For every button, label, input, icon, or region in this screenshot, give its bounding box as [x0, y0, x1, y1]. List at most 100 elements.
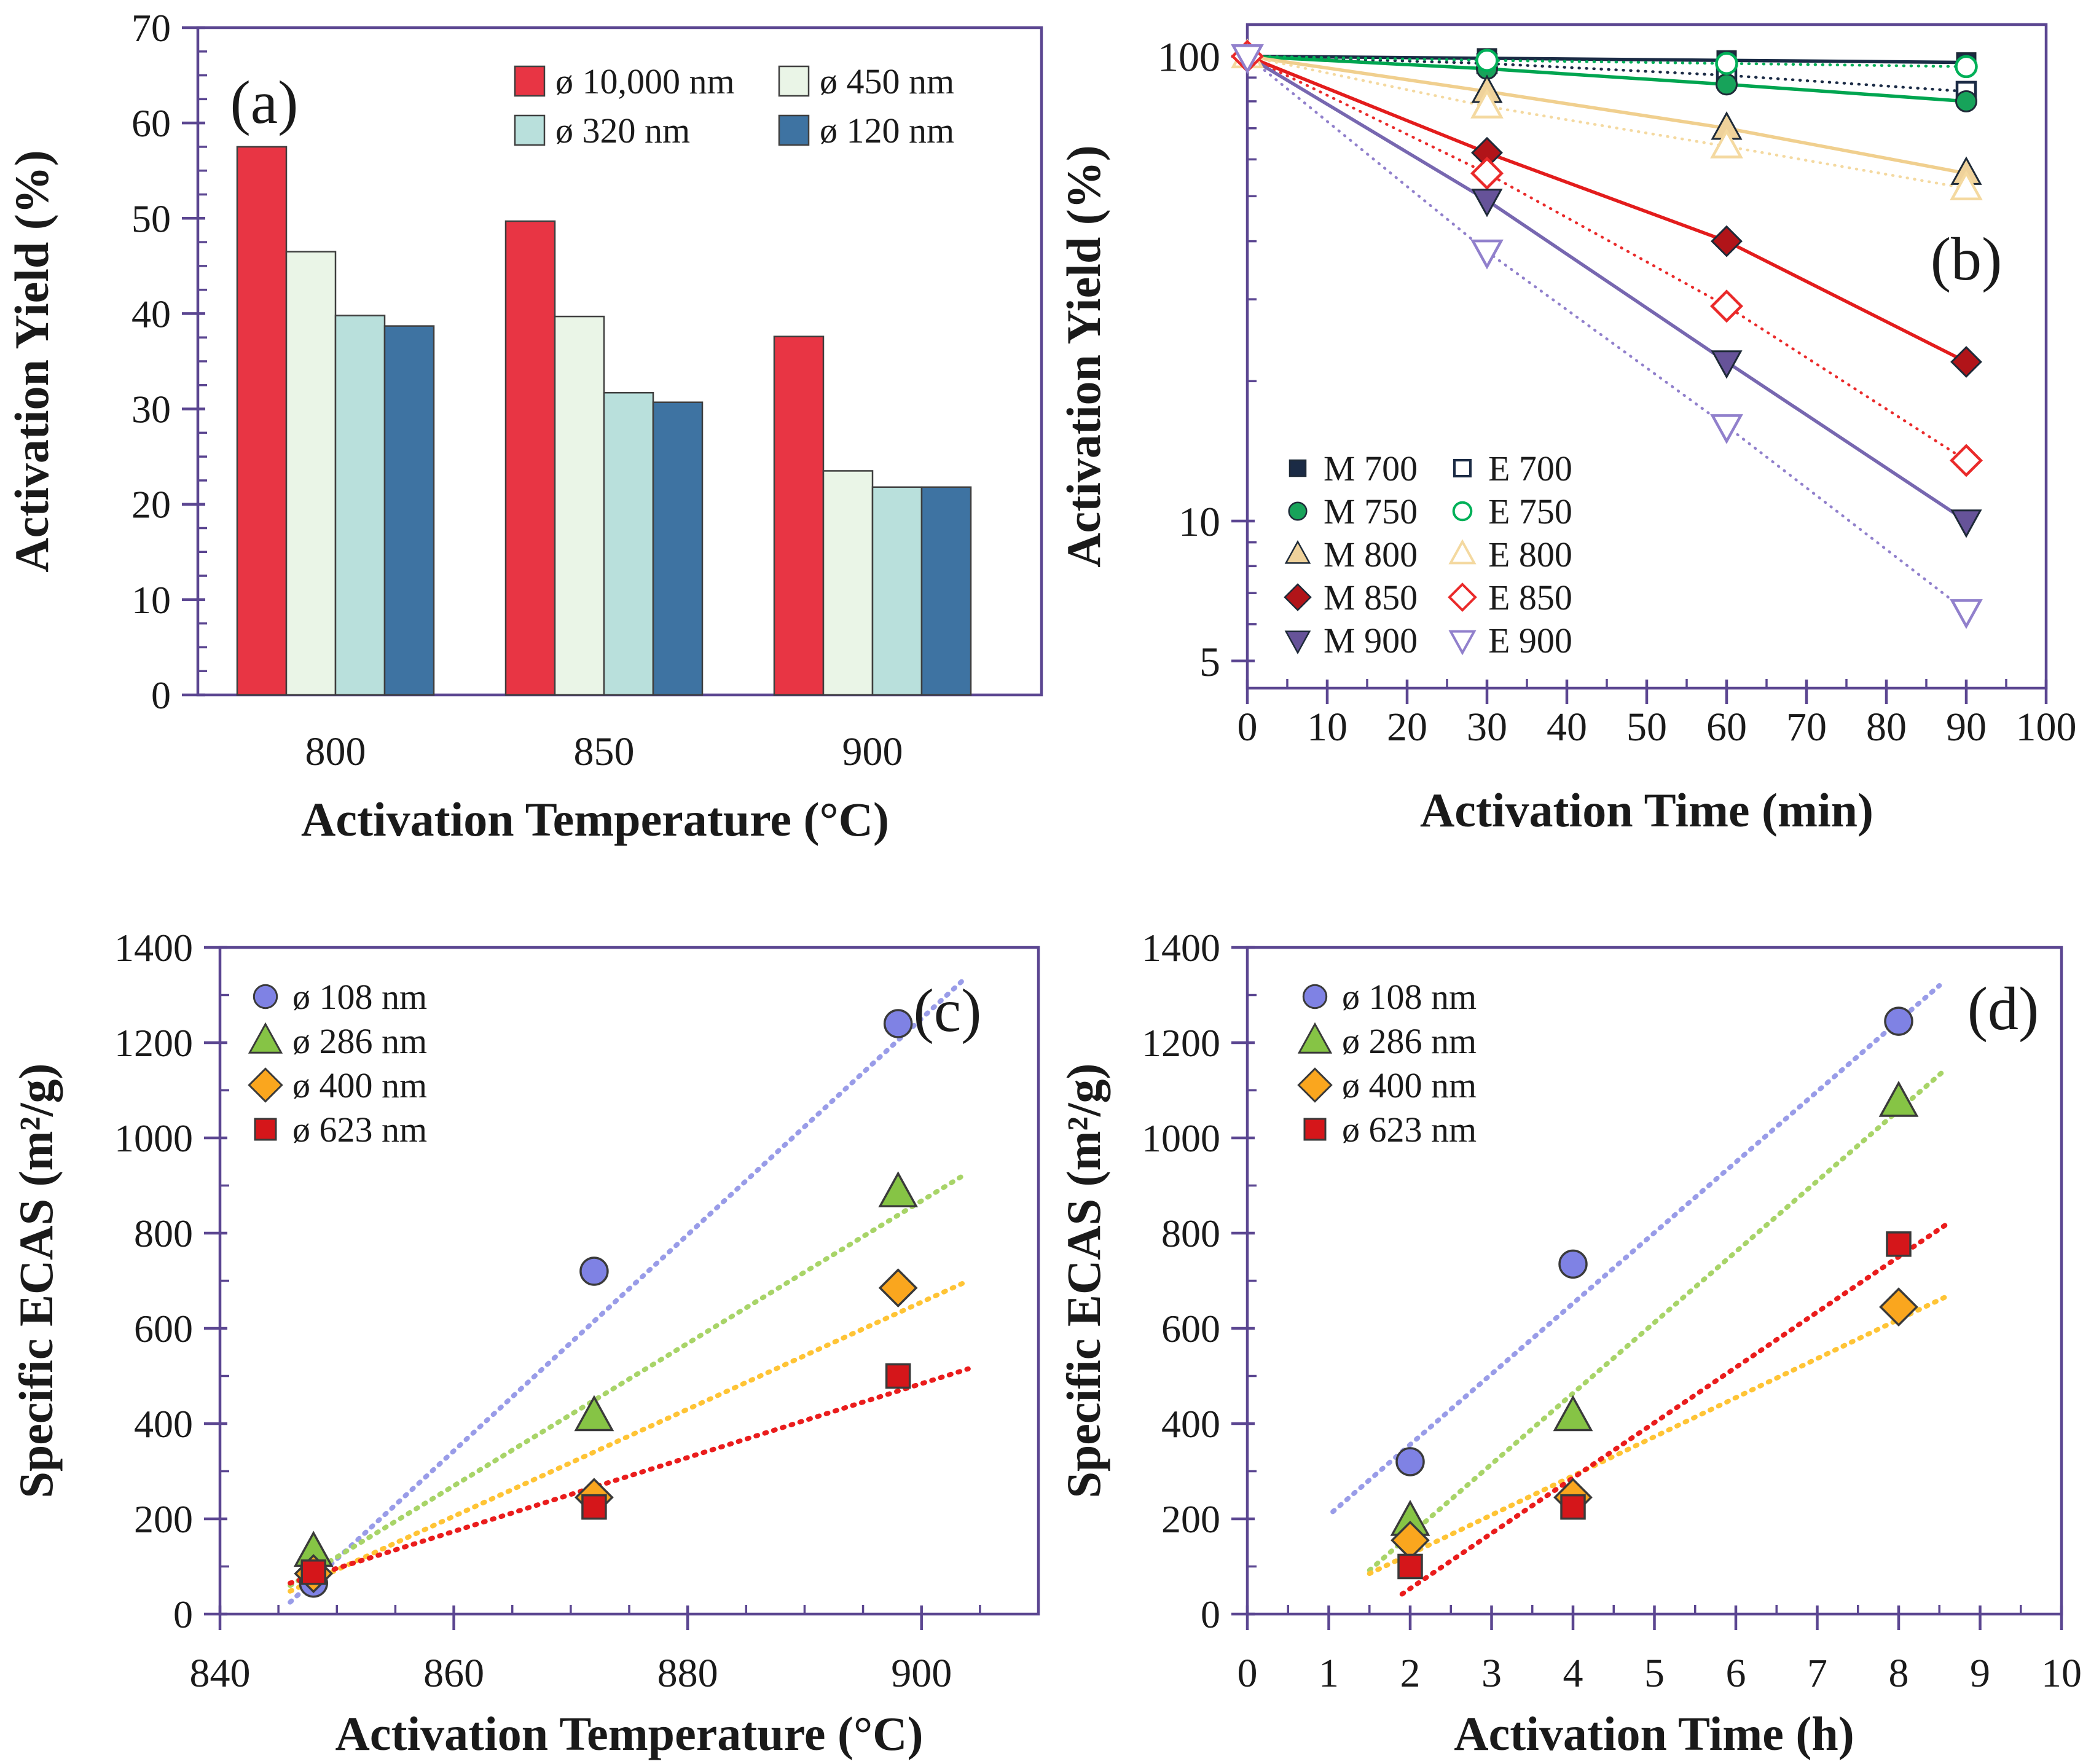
bar: [871, 486, 923, 696]
panel-letter: (d): [1967, 974, 2039, 1043]
series-markers-M-850: [1231, 40, 1982, 378]
legend-swatch: [253, 984, 278, 1009]
y-tick-label: 10: [131, 578, 171, 622]
legend-swatch: [1303, 1118, 1327, 1141]
marker-circle: [1955, 90, 1977, 112]
legend-label: ø 400 nm: [292, 1065, 427, 1105]
trend-ø-623-nm: [288, 1366, 971, 1586]
x-tick-label: 100: [2016, 705, 2077, 750]
series-markers-ø-286-nm: [1390, 1080, 1919, 1536]
marker-triangle-up: [574, 1395, 614, 1432]
trend-ø-623-nm: [1399, 1221, 1950, 1597]
x-tick-label: 60: [1706, 705, 1747, 750]
bar-groups: [236, 146, 972, 696]
y-tick-label: 800: [134, 1212, 193, 1255]
plot-box: [1245, 23, 2048, 690]
x-axis: 0 10 20 30 40 50 60 70 80 90 100: [1238, 679, 2077, 750]
y-tick-label: 1400: [114, 926, 193, 970]
y-axis: 0 200 400 600 800 1000 1200 1400: [114, 926, 229, 1636]
y-axis: 100 10 5: [1158, 34, 1257, 685]
x-tick-label: 0: [1238, 1651, 1258, 1696]
legend-swatch: [1284, 583, 1312, 611]
marker-triangle-down: [1471, 189, 1503, 218]
marker-circle: [1558, 1249, 1588, 1279]
legend-label: ø 286 nm: [292, 1021, 427, 1061]
trend-ø-286-nm: [288, 1174, 965, 1588]
x-tick-label: 3: [1481, 1651, 1502, 1696]
y-tick-label: 40: [131, 292, 171, 335]
x-tick-label: 900: [842, 729, 903, 774]
y-tick-label: 600: [1161, 1307, 1220, 1350]
marker-diamond: [1470, 157, 1504, 190]
y-tick-label: 60: [131, 101, 171, 145]
y-tick-label: 1000: [114, 1116, 193, 1160]
marker-circle: [1716, 73, 1738, 96]
plot-box: [1245, 946, 2063, 1616]
marker-triangle-up: [1553, 1395, 1593, 1432]
panel-a: 0 10 20 30 40 50 60 70 800 850 900 Activation Tempe…: [5, 6, 1043, 846]
legend-label: ø 108 nm: [1342, 977, 1477, 1017]
marker-triangle-up: [1710, 128, 1743, 159]
trend-ø-400-nm: [1367, 1293, 1950, 1577]
y-tick-label: 50: [131, 197, 171, 240]
trend-ø-286-nm: [1367, 1068, 1946, 1573]
y-tick-label: 30: [131, 388, 171, 431]
legend: ø 10,000 nm ø 450 nm ø 320 nm ø 120 nm: [514, 61, 954, 151]
y-tick-label: 10: [1179, 498, 1220, 545]
marker-triangle-up: [1878, 1080, 1919, 1117]
series: [1231, 38, 1983, 629]
y-tick-label: 200: [134, 1497, 193, 1541]
x-tick-label: 4: [1563, 1651, 1583, 1696]
y-axis-title: Specific ECAS (m²/g): [9, 1064, 63, 1499]
marker-circle: [1715, 52, 1738, 76]
legend: M 700 E 700 M 750 E 750 M 800 E 800 M 850 E 850…: [1284, 449, 1572, 661]
x-tick-label: 20: [1387, 705, 1427, 750]
x-axis-title: Activation Temperature (°C): [335, 1707, 924, 1760]
x-tick-label: 90: [1946, 705, 1987, 750]
y-tick-label: 5: [1199, 638, 1220, 685]
series-line-E-700: [1245, 55, 1968, 93]
series-line-E-750: [1245, 55, 1968, 68]
x-axis: 800 850 900: [305, 729, 903, 774]
marker-circle: [1955, 55, 1978, 79]
y-tick-label: 20: [131, 483, 171, 527]
legend-swatch: [1284, 540, 1311, 564]
bar: [236, 146, 288, 696]
marker-diamond: [1879, 1287, 1918, 1327]
marker-triangle-down: [1950, 599, 1983, 629]
y-tick-label: 0: [151, 673, 171, 717]
y-tick-label: 1200: [1142, 1021, 1220, 1065]
x-tick-label: 7: [1807, 1651, 1827, 1696]
y-tick-label: 0: [173, 1593, 193, 1636]
marker-diamond: [878, 1268, 918, 1307]
bar: [554, 315, 605, 696]
trend-ø-400-nm: [288, 1278, 971, 1594]
x-tick-label: 840: [190, 1651, 251, 1696]
marker-circle: [579, 1256, 609, 1286]
x-tick-label: 880: [657, 1651, 718, 1696]
x-axis-title: Activation Temperature (°C): [301, 793, 889, 846]
legend-swatch: [1288, 501, 1308, 521]
y-tick-label: 400: [134, 1402, 193, 1446]
marker-triangle-down: [1950, 509, 1982, 538]
x-tick-label: 900: [891, 1651, 952, 1696]
x-tick-label: 80: [1866, 705, 1907, 750]
marker-diamond: [1710, 289, 1743, 323]
legend-label: ø 623 nm: [292, 1110, 427, 1150]
y-tick-label: 800: [1161, 1212, 1220, 1255]
legend-label: E 700: [1488, 449, 1572, 488]
marker-triangle-up: [878, 1171, 919, 1207]
legend-label: ø 286 nm: [1342, 1021, 1477, 1061]
bar: [603, 391, 654, 696]
series-markers-E-850: [1231, 39, 1983, 477]
y-tick-label: 1000: [1142, 1116, 1220, 1160]
marker-triangle-down: [1231, 44, 1264, 74]
legend-label: ø 108 nm: [292, 977, 427, 1017]
series: [288, 978, 971, 1605]
y-tick-label: 70: [131, 6, 171, 50]
y-axis-title: Activation Yield (%): [5, 150, 58, 572]
marker-circle: [883, 1009, 913, 1038]
marker-circle: [1395, 1447, 1425, 1476]
bar: [383, 325, 435, 696]
legend-swatch: [1297, 1022, 1333, 1054]
